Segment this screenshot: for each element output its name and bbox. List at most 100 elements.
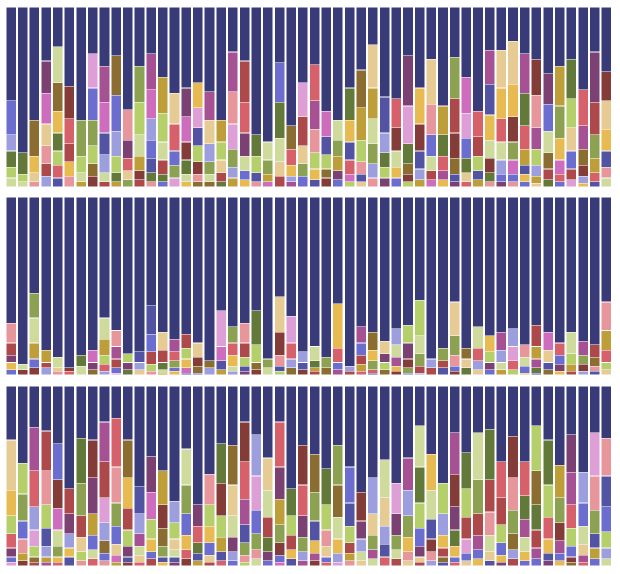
bar-segment-p2-b31-s4 [355, 355, 367, 365]
bar-segment-p1-b30-s2 [344, 87, 355, 121]
bar-segment-p1-b26-s3 [297, 116, 309, 146]
bar-segment-p1-b51-s7 [589, 181, 601, 188]
bar-segment-p2-b34-s6 [390, 371, 402, 376]
bar-segment-p2-b8-s3 [87, 362, 99, 370]
bar-segment-p1-b5-s3 [52, 82, 64, 112]
bar-segment-p3-b5-s4 [52, 508, 64, 531]
bar-segment-p1-b18-s4 [204, 143, 215, 163]
bar-segment-p1-b25-s3 [285, 148, 297, 166]
bar-segment-p3-b35-s7 [402, 560, 414, 567]
bar-segment-p3-b24-s5 [274, 524, 285, 543]
bar-segment-p3-b37-s4 [425, 518, 437, 540]
bar-segment-p1-b29-s3 [332, 139, 344, 157]
bar-segment-p2-b31-s1 [355, 196, 367, 328]
bar-segment-p3-b21-s2 [239, 421, 250, 462]
bar-segment-p3-b18-s6 [204, 554, 215, 563]
bar-segment-p3-b3-s3 [29, 470, 40, 507]
bar-segment-p3-b19-s2 [215, 443, 227, 484]
bar-segment-p2-b31-s6 [355, 371, 367, 376]
bar-segment-p2-b40-s3 [460, 358, 472, 369]
bar-segment-p3-b42-s4 [484, 511, 496, 536]
bar-segment-p2-b7-s1 [75, 196, 87, 356]
bar-segment-p1-b5-s5 [52, 132, 64, 152]
bar-segment-p3-b29-s2 [332, 445, 344, 486]
bar-segment-p3-b3-s4 [29, 506, 40, 531]
bar-segment-p3-b26-s7 [297, 560, 309, 567]
bar-segment-p1-b7-s4 [75, 172, 87, 182]
bar-segment-p2-b30-s3 [344, 371, 355, 376]
bar-segment-p2-b18-s1 [204, 196, 215, 362]
bar-segment-p1-b3-s1 [29, 6, 40, 121]
bar-segment-p2-b34-s1 [390, 196, 402, 330]
bar-segment-p1-b19-s6 [215, 181, 227, 188]
bar-segment-p1-b15-s4 [169, 150, 180, 166]
bar-segment-p3-b3-s7 [29, 556, 40, 563]
bar-segment-p1-b18-s5 [204, 161, 215, 175]
bar-segment-p3-b4-s3 [40, 470, 52, 506]
bar-segment-p2-b2-s1 [17, 196, 29, 365]
bar-segment-p3-b35-s6 [402, 551, 414, 561]
bar-segment-p1-b43-s8 [495, 181, 507, 188]
bar-segment-p1-b39-s7 [449, 181, 461, 188]
bar-segment-p1-b41-s4 [472, 156, 484, 172]
bar-segment-p2-b14-s6 [157, 372, 169, 376]
bar-segment-p3-b11-s6 [122, 545, 134, 558]
bar-segment-p1-b30-s5 [344, 159, 355, 175]
bar-segment-p1-b34-s2 [390, 98, 402, 128]
bar-segment-p3-b21-s1 [239, 385, 250, 423]
bar-segment-p1-b50-s4 [577, 148, 589, 166]
bar-segment-p1-b38-s1 [437, 6, 449, 107]
bar-segment-p2-b21-s3 [239, 342, 250, 358]
bar-segment-p3-b6-s6 [64, 556, 75, 567]
bar-segment-p3-b45-s3 [519, 495, 531, 520]
bar-segment-p2-b51-s1 [589, 196, 601, 346]
bar-segment-p3-b49-s8 [566, 562, 577, 567]
bar-segment-p2-b24-s5 [274, 365, 285, 372]
bar-segment-p2-b39-s1 [449, 196, 461, 303]
bar-segment-p1-b49-s6 [566, 168, 577, 181]
bar-segment-p3-b20-s4 [227, 515, 239, 538]
bar-segment-p3-b30-s6 [344, 553, 355, 561]
bar-segment-p1-b44-s4 [507, 116, 519, 143]
bar-segment-p1-b45-s7 [519, 174, 531, 182]
bar-segment-p1-b4-s2 [40, 60, 52, 94]
bar-segment-p3-b7-s4 [75, 515, 87, 538]
bar-segment-p1-b13-s1 [145, 6, 157, 55]
bar-segment-p3-b45-s6 [519, 551, 531, 561]
bar-segment-p3-b3-s5 [29, 529, 40, 547]
bar-segment-p3-b18-s5 [204, 542, 215, 556]
bar-segment-p3-b1-s4 [5, 515, 17, 534]
bar-segment-p1-b3-s3 [29, 156, 40, 173]
bar-segment-p3-b41-s4 [472, 513, 484, 536]
bar-segment-p2-b45-s1 [519, 196, 531, 346]
bar-segment-p1-b5-s7 [52, 165, 64, 179]
bar-segment-p3-b48-s1 [554, 385, 566, 466]
bar-segment-p3-b28-s3 [320, 504, 332, 531]
bar-segment-p3-b29-s3 [332, 484, 344, 518]
bar-segment-p2-b46-s6 [530, 372, 542, 376]
bar-segment-p3-b36-s3 [414, 466, 426, 504]
bar-segment-p3-b38-s6 [437, 556, 449, 563]
bar-segment-p1-b51-s2 [589, 51, 601, 103]
bar-segment-p1-b42-s3 [484, 84, 496, 116]
bar-segment-p3-b13-s3 [145, 491, 157, 520]
bar-segment-p2-b31-s3 [355, 342, 367, 356]
bar-segment-p1-b42-s7 [484, 172, 496, 182]
bar-segment-p1-b49-s2 [566, 58, 577, 100]
bar-segment-p3-b19-s3 [215, 482, 227, 516]
bar-segment-p3-b19-s1 [215, 385, 227, 444]
bar-segment-p1-b34-s5 [390, 166, 402, 179]
bar-segment-p1-b31-s5 [355, 161, 367, 175]
bar-segment-p1-b44-s7 [507, 174, 519, 182]
bar-segment-p1-b37-s1 [425, 6, 437, 60]
bar-segment-p1-b46-s5 [530, 148, 542, 166]
bar-segment-p3-b5-s2 [52, 443, 64, 480]
bar-segment-p3-b37-s7 [425, 560, 437, 567]
bar-segment-p1-b9-s4 [99, 132, 110, 155]
bar-segment-p2-b16-s3 [180, 347, 192, 360]
bar-segment-p3-b9-s5 [99, 522, 110, 542]
bar-segment-p1-b36-s6 [414, 179, 426, 188]
bar-segment-p3-b47-s7 [542, 560, 554, 567]
bar-segment-p1-b27-s7 [309, 179, 320, 188]
bar-segment-p1-b2-s3 [17, 174, 29, 182]
